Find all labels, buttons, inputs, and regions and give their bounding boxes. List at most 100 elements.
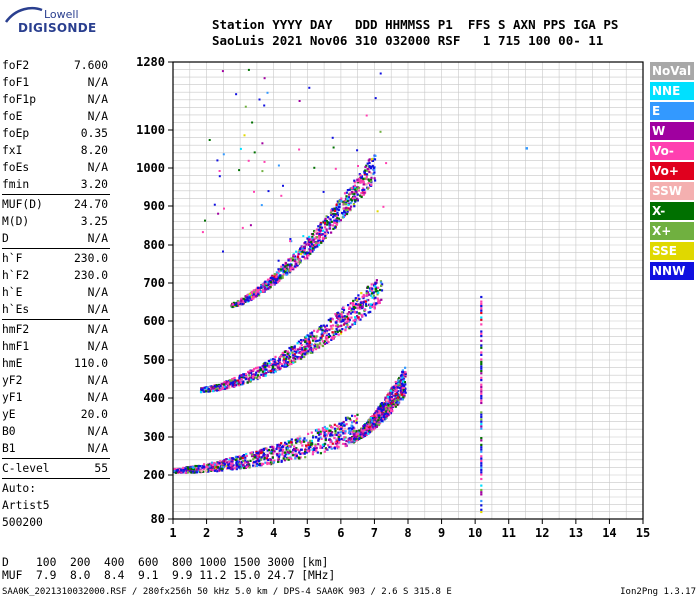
echo-point	[331, 434, 334, 437]
echo-point	[361, 306, 364, 309]
echo-point	[373, 168, 376, 172]
echo-point	[385, 405, 388, 408]
echo-point	[222, 386, 225, 389]
echo-point	[283, 451, 286, 454]
echo-point	[388, 412, 391, 415]
echo-point	[480, 466, 483, 469]
param-row: foEs N/A	[2, 159, 110, 176]
echo-point	[188, 470, 191, 473]
echo-point	[293, 346, 296, 349]
echo-point	[329, 441, 332, 444]
echo-point	[375, 425, 378, 428]
echo-point	[304, 450, 307, 454]
echo-point	[373, 158, 377, 161]
echo-point	[340, 423, 343, 426]
echo-point	[338, 314, 341, 317]
echo-point	[189, 466, 192, 469]
echo-point	[323, 443, 326, 446]
echo-point	[346, 317, 349, 320]
echo-point	[231, 305, 234, 309]
echo-point	[273, 278, 276, 281]
echo-point	[372, 157, 375, 160]
echo-point	[348, 311, 351, 314]
echo-point	[395, 382, 398, 385]
echo-point	[480, 510, 483, 514]
echo-point	[262, 373, 265, 376]
echo-point	[330, 212, 334, 215]
echo-point	[289, 264, 292, 267]
echo-point	[365, 164, 368, 167]
echo-point	[346, 197, 349, 200]
echo-point	[353, 322, 356, 325]
echo-point	[327, 333, 330, 336]
echo-point	[351, 197, 354, 200]
echo-point	[324, 325, 327, 328]
echo-point	[305, 342, 308, 345]
echo-point	[389, 405, 392, 408]
echo-point	[480, 420, 483, 423]
echo-point	[350, 424, 353, 427]
echo-point	[480, 448, 483, 451]
param-separator	[2, 478, 110, 479]
echo-point	[264, 461, 267, 464]
echo-point	[337, 333, 340, 336]
echo-point	[239, 467, 242, 470]
echo-point	[323, 431, 326, 434]
echo-point	[322, 443, 325, 446]
y-tick-label: 80	[151, 512, 165, 526]
echo-point	[257, 463, 260, 466]
echo-point	[392, 403, 395, 406]
echo-point	[294, 457, 297, 460]
echo-point	[232, 464, 235, 467]
echo-point	[305, 335, 308, 338]
legend-item: X-	[650, 202, 694, 220]
echo-point	[307, 338, 310, 341]
echo-point	[244, 300, 247, 303]
echo-point	[320, 338, 323, 341]
echo-point	[355, 188, 359, 191]
param-row: C-level 55	[2, 460, 110, 477]
echo-point	[308, 235, 311, 238]
echo-point	[354, 437, 357, 440]
echo-point	[218, 469, 221, 472]
echo-point	[352, 191, 355, 194]
echo-point	[231, 457, 234, 460]
echo-point	[249, 378, 253, 381]
echo-point	[329, 324, 332, 328]
echo-point	[321, 331, 324, 334]
echo-point	[331, 136, 334, 139]
echo-point	[242, 301, 245, 304]
echo-point	[321, 239, 324, 243]
echo-point	[272, 445, 275, 449]
echo-point	[351, 186, 354, 189]
echo-point	[203, 386, 206, 389]
echo-point	[278, 361, 281, 364]
echo-point	[348, 430, 351, 433]
echo-point	[368, 179, 371, 183]
echo-point	[247, 159, 250, 162]
param-label: D	[2, 232, 9, 245]
echo-point	[338, 441, 341, 444]
echo-point	[333, 437, 336, 440]
echo-point	[246, 296, 249, 300]
echo-point	[300, 346, 303, 350]
echo-point	[354, 310, 357, 313]
echo-point	[195, 471, 198, 474]
param-label: foEs	[2, 161, 30, 174]
echo-point	[379, 280, 382, 283]
echo-point	[281, 266, 284, 269]
echo-point	[480, 388, 483, 391]
echo-point	[245, 454, 248, 457]
echo-point	[247, 68, 250, 71]
echo-point	[402, 389, 405, 392]
echo-point	[327, 340, 330, 344]
echo-point	[367, 432, 370, 435]
echo-point	[279, 367, 282, 370]
echo-point	[256, 291, 259, 294]
echo-point	[382, 407, 385, 410]
echo-point	[354, 297, 357, 300]
echo-point	[399, 389, 402, 392]
echo-point	[311, 250, 314, 253]
echo-point	[329, 224, 332, 227]
echo-point	[255, 371, 258, 374]
